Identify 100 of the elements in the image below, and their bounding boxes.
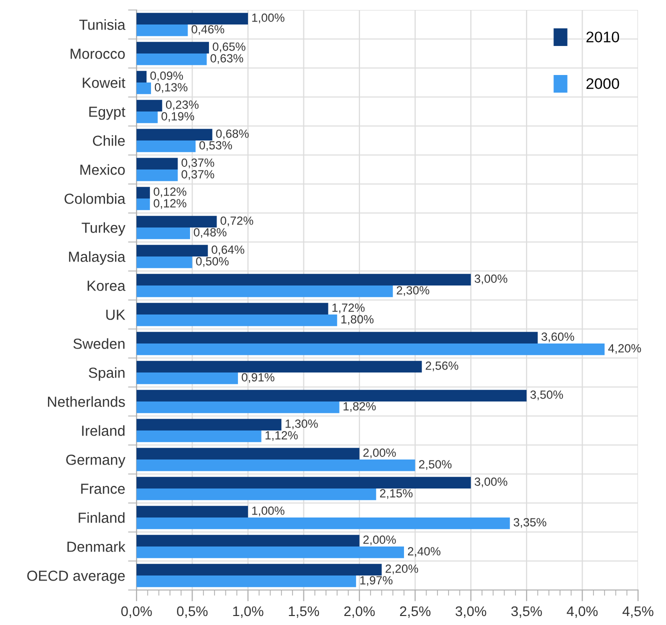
data-label: 0,53% xyxy=(199,141,232,151)
data-label: 3,50% xyxy=(530,390,563,400)
x-tick-label: 1,0% xyxy=(233,606,264,618)
bar xyxy=(136,12,248,24)
data-label: 3,00% xyxy=(474,274,508,284)
bar xyxy=(136,158,178,170)
y-tick-label: Tunisia xyxy=(79,19,126,30)
y-tick-label: Koweit xyxy=(82,77,126,88)
data-label: 1,72% xyxy=(332,304,365,314)
bar xyxy=(136,54,207,66)
x-tick-label: 0,0% xyxy=(121,606,152,618)
y-tick-label: Korea xyxy=(88,280,126,291)
bar xyxy=(136,256,192,268)
legend-label: 2010 xyxy=(586,32,620,42)
bar xyxy=(136,564,382,576)
bar xyxy=(136,302,328,314)
bar xyxy=(136,546,404,558)
bar xyxy=(136,418,282,430)
y-tick-label: Malaysia xyxy=(69,251,126,265)
data-label: 0,64% xyxy=(212,246,244,256)
x-tick-label: 2,5% xyxy=(400,606,430,618)
bar xyxy=(136,390,527,402)
bar xyxy=(136,344,605,356)
bar xyxy=(136,140,196,152)
data-label: 2,15% xyxy=(380,489,413,499)
bar xyxy=(136,534,360,546)
x-tick-label: 0,5% xyxy=(176,606,208,618)
y-tick-label: Spain xyxy=(88,367,124,381)
bar xyxy=(136,518,510,530)
data-label: 1,80% xyxy=(341,315,374,325)
bar xyxy=(136,216,217,228)
data-label: 0,09% xyxy=(150,72,183,82)
data-label: 2,56% xyxy=(426,362,458,372)
data-label: 3,60% xyxy=(542,332,574,342)
data-label: 0,63% xyxy=(210,54,244,64)
bar xyxy=(136,448,360,460)
data-label: 0,12% xyxy=(154,188,186,198)
x-tick-label: 3,5% xyxy=(511,606,542,618)
y-tick-label: OECD average xyxy=(27,570,125,584)
data-label: 2,20% xyxy=(386,564,418,574)
bar xyxy=(136,198,150,210)
data-label: 0,19% xyxy=(162,112,194,122)
bar xyxy=(136,186,150,198)
y-tick-label: Ireland xyxy=(82,425,124,436)
y-tick-label: Sweden xyxy=(73,338,124,349)
data-label: 1,12% xyxy=(266,431,298,441)
x-tick-label: 4,5% xyxy=(622,606,654,618)
bar xyxy=(136,70,147,82)
x-tick-label: 3,0% xyxy=(456,606,486,618)
data-label: 1,82% xyxy=(344,402,376,412)
data-label: 1,00% xyxy=(252,14,284,24)
bar xyxy=(136,42,209,54)
y-tick-label: France xyxy=(81,484,125,494)
data-label: 1,30% xyxy=(286,420,318,430)
data-label: 2,40% xyxy=(408,547,440,557)
bar xyxy=(136,286,393,298)
data-label: 0,48% xyxy=(194,228,226,238)
bar xyxy=(136,402,340,414)
legend-label: 2000 xyxy=(586,78,620,90)
bar xyxy=(136,314,338,326)
bar xyxy=(136,460,416,472)
x-tick-label: 2,0% xyxy=(344,606,375,618)
data-label: 0,68% xyxy=(216,130,249,140)
data-label: 3,00% xyxy=(474,478,508,488)
bar xyxy=(136,128,212,140)
data-label: 2,30% xyxy=(396,286,430,296)
bar xyxy=(136,332,538,344)
y-tick-label: UK xyxy=(106,310,126,320)
bar xyxy=(136,100,162,112)
data-label: 0,72% xyxy=(220,216,254,226)
bar xyxy=(136,274,471,286)
bar xyxy=(136,476,471,488)
data-label: 0,12% xyxy=(154,199,186,209)
y-tick-label: Turkey xyxy=(82,222,126,236)
bar xyxy=(136,170,178,182)
y-tick-label: Mexico xyxy=(80,164,125,175)
y-tick-label: Netherlands xyxy=(48,396,125,407)
data-label: 2,50% xyxy=(419,460,452,470)
data-label: 0,46% xyxy=(192,25,224,35)
data-label: 0,37% xyxy=(182,158,214,168)
bar xyxy=(136,82,152,94)
y-tick-label: Colombia xyxy=(64,193,126,204)
bar xyxy=(136,112,158,124)
data-label: 0,50% xyxy=(196,257,229,267)
bar xyxy=(136,228,190,240)
data-label: 1,97% xyxy=(360,576,392,586)
y-tick-label: Egypt xyxy=(89,106,126,120)
data-label: 3,35% xyxy=(514,518,546,528)
bar xyxy=(136,372,238,384)
bar xyxy=(136,576,356,588)
bar xyxy=(136,506,248,518)
data-label: 0,13% xyxy=(154,83,188,93)
data-label: 0,91% xyxy=(242,373,274,383)
bar xyxy=(136,244,208,256)
bar xyxy=(136,360,422,372)
data-label: 1,00% xyxy=(252,506,284,516)
data-label: 0,23% xyxy=(166,100,199,110)
data-label: 4,20% xyxy=(608,344,641,354)
y-tick-label: Chile xyxy=(92,135,125,146)
x-tick-label: 1,5% xyxy=(288,606,320,618)
